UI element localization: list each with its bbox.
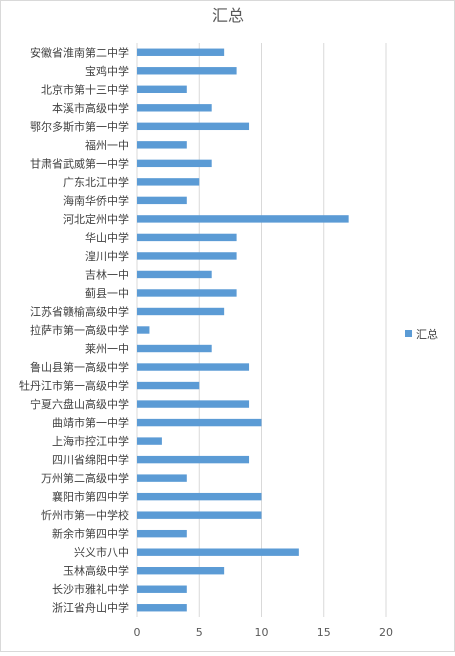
bar-25 — [137, 511, 262, 519]
bar-13 — [137, 289, 237, 297]
category-label-14: 江苏省赣榆高级中学 — [30, 304, 129, 318]
bar-6 — [137, 159, 212, 168]
category-label-8: 海南华侨中学 — [63, 193, 129, 207]
bar-18 — [137, 381, 200, 390]
x-tick-label-3: 15 — [317, 626, 331, 639]
category-label-22: 四川省绵阳中学 — [52, 453, 129, 467]
bar-0 — [137, 48, 225, 56]
bar-26 — [137, 529, 187, 538]
category-label-17: 鲁山县第一高级中学 — [30, 360, 129, 374]
category-label-15: 拉萨市第一高级中学 — [30, 323, 129, 337]
bar-2 — [137, 85, 187, 93]
category-label-24: 襄阳市第四中学 — [52, 490, 129, 504]
bar-23 — [137, 474, 187, 482]
category-label-29: 长沙市雅礼中学 — [52, 582, 129, 596]
category-label-7: 广东北江中学 — [63, 175, 129, 189]
category-label-27: 兴义市八中 — [74, 545, 129, 559]
bar-14 — [137, 307, 225, 316]
bar-27 — [137, 548, 299, 556]
bar-4 — [137, 122, 250, 131]
bar-19 — [137, 400, 250, 408]
x-tick-label-1: 5 — [196, 626, 203, 639]
category-label-6: 甘肃省武威第一中学 — [30, 156, 129, 170]
bar-17 — [137, 363, 250, 371]
category-label-13: 蓟县一中 — [85, 287, 129, 300]
x-tick-label-4: 20 — [379, 626, 393, 639]
category-label-4: 鄂尔多斯市第一中学 — [30, 119, 129, 133]
bar-24 — [137, 492, 262, 501]
bar-5 — [137, 141, 187, 149]
chart-title: 汇总 — [212, 6, 244, 25]
category-label-10: 华山中学 — [85, 230, 129, 244]
bar-29 — [137, 585, 187, 593]
category-label-18: 牡丹江市第一高级中学 — [19, 379, 129, 393]
bar-11 — [137, 252, 237, 260]
category-label-1: 宝鸡中学 — [85, 64, 129, 78]
bar-7 — [137, 178, 200, 186]
category-label-28: 玉林高级中学 — [63, 564, 129, 578]
category-label-12: 吉林一中 — [85, 267, 129, 281]
category-label-30: 浙江省舟山中学 — [52, 601, 129, 615]
bar-9 — [137, 215, 349, 223]
bar-30 — [137, 604, 187, 612]
bar-10 — [137, 233, 237, 242]
category-label-0: 安徽省淮南第二中学 — [30, 45, 129, 59]
bar-8 — [137, 196, 187, 205]
category-label-20: 曲靖市第一中学 — [52, 416, 129, 430]
x-tick-label-2: 10 — [255, 626, 269, 639]
bar-21 — [137, 437, 162, 445]
category-label-3: 本溪市高级中学 — [52, 101, 129, 115]
category-label-16: 莱州一中 — [85, 343, 129, 356]
bar-28 — [137, 567, 225, 575]
category-label-19: 宁夏六盘山高级中学 — [30, 397, 129, 411]
bar-1 — [137, 67, 237, 75]
category-label-23: 万州第二高级中学 — [41, 471, 129, 485]
bar-3 — [137, 104, 212, 112]
legend-swatch — [405, 330, 412, 337]
category-label-9: 河北定州中学 — [63, 212, 129, 226]
legend-label: 汇总 — [416, 327, 438, 341]
category-label-2: 北京市第十三中学 — [41, 82, 129, 96]
category-label-25: 忻州市第一中学校 — [41, 508, 129, 522]
bar-20 — [137, 418, 262, 427]
bar-12 — [137, 270, 212, 279]
category-label-26: 新余市第四中学 — [52, 527, 129, 541]
bar-15 — [137, 326, 150, 334]
x-tick-label-0: 0 — [134, 626, 141, 639]
category-label-5: 福州一中 — [85, 138, 129, 152]
bar-16 — [137, 344, 212, 353]
category-label-11: 湟川中学 — [85, 249, 129, 263]
bar-22 — [137, 455, 250, 464]
category-label-21: 上海市控江中学 — [52, 434, 129, 448]
